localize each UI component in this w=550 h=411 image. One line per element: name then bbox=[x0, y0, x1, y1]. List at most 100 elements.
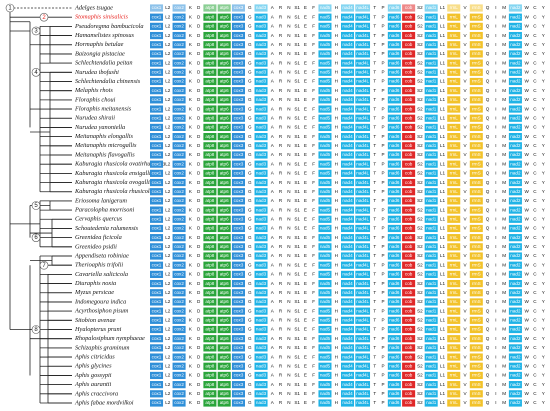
gene-block bbox=[231, 353, 245, 361]
gene-label: atp8 bbox=[205, 143, 214, 148]
gene-label: F bbox=[312, 318, 315, 323]
gene-label: T bbox=[373, 382, 376, 387]
gene-label: F bbox=[312, 244, 315, 249]
gene-block bbox=[217, 353, 231, 361]
gene-block bbox=[341, 13, 355, 21]
gene-block bbox=[254, 178, 268, 187]
gene-label: S1 bbox=[294, 345, 300, 350]
gene-label: rrnL bbox=[450, 299, 459, 304]
gene-label: R bbox=[279, 327, 283, 332]
gene-label: G bbox=[248, 5, 252, 10]
gene-label: Q bbox=[486, 42, 490, 47]
gene-label: E bbox=[304, 198, 307, 203]
gene-label: rrnS bbox=[472, 308, 481, 313]
gene-label: R bbox=[279, 60, 283, 65]
gene-block bbox=[402, 325, 416, 334]
gene-label: F bbox=[312, 51, 315, 56]
gene-label: nad2 bbox=[510, 363, 521, 368]
gene-label: H bbox=[335, 327, 338, 332]
gene-label: cox2 bbox=[174, 42, 184, 47]
gene-label: L2 bbox=[165, 60, 171, 65]
node-badge bbox=[31, 233, 41, 242]
species-name: Eriosoma lanigerum bbox=[74, 197, 127, 204]
gene-label: cox2 bbox=[174, 88, 184, 93]
gene-label: Y bbox=[542, 51, 545, 56]
gene-label: F bbox=[312, 161, 315, 166]
gene-label: L2 bbox=[165, 253, 171, 258]
gene-label: nad2 bbox=[510, 253, 521, 258]
gene-block bbox=[318, 31, 332, 40]
gene-label: T bbox=[373, 336, 376, 341]
gene-block bbox=[469, 178, 483, 187]
gene-label: E bbox=[304, 226, 307, 231]
species-name: Cavariella salicicola bbox=[75, 271, 128, 278]
gene-label: K bbox=[189, 363, 193, 368]
gene-label: T bbox=[373, 207, 376, 212]
gene-label: cox2 bbox=[174, 97, 184, 102]
gene-label: S2 bbox=[417, 327, 423, 332]
gene-label: Y bbox=[542, 180, 545, 185]
gene-label: A bbox=[271, 198, 275, 203]
gene-label: cox2 bbox=[174, 161, 184, 166]
gene-label: atp6 bbox=[220, 33, 229, 38]
gene-label: S1 bbox=[294, 382, 300, 387]
gene-block bbox=[447, 178, 461, 187]
gene-label: Q bbox=[486, 14, 490, 19]
gene-label: W bbox=[525, 106, 530, 111]
gene-label: rrnL bbox=[450, 391, 459, 396]
gene-label: nad5 bbox=[320, 207, 331, 212]
gene-label: nad4L bbox=[356, 318, 369, 323]
gene-label: rrnL bbox=[450, 143, 459, 148]
gene-block bbox=[318, 68, 332, 76]
gene-label: cob bbox=[405, 400, 413, 405]
gene-block bbox=[172, 316, 186, 324]
gene-label: nad2 bbox=[510, 152, 521, 157]
gene-label: cox3 bbox=[234, 244, 244, 249]
gene-block bbox=[469, 234, 483, 242]
gene-block bbox=[402, 178, 416, 187]
gene-label: D bbox=[197, 290, 201, 295]
gene-label: F bbox=[312, 308, 315, 313]
gene-block bbox=[424, 325, 438, 334]
gene-label: R bbox=[279, 235, 283, 240]
gene-label: nad6 bbox=[389, 115, 400, 120]
gene-block bbox=[150, 197, 164, 205]
gene-label: atp8 bbox=[205, 345, 214, 350]
gene-label: nad3 bbox=[256, 391, 267, 396]
gene-label: atp8 bbox=[205, 318, 214, 323]
gene-label: rrnL bbox=[450, 281, 459, 286]
gene-label: C bbox=[533, 281, 537, 286]
gene-block bbox=[172, 335, 186, 343]
gene-block bbox=[254, 206, 268, 214]
gene-block bbox=[341, 4, 355, 12]
gene-block bbox=[447, 4, 461, 12]
gene-label: F bbox=[312, 373, 315, 378]
gene-label: nad4 bbox=[342, 336, 353, 341]
gene-label: nad4L bbox=[356, 235, 369, 240]
gene-label: K bbox=[189, 189, 193, 194]
gene-block bbox=[203, 215, 217, 223]
gene-label: G bbox=[248, 327, 252, 332]
gene-label: nad5 bbox=[320, 299, 331, 304]
gene-label: nad1 bbox=[426, 125, 437, 130]
gene-label: M bbox=[502, 281, 506, 286]
gene-label: T bbox=[373, 272, 376, 277]
gene-block bbox=[150, 133, 164, 141]
gene-label: rrnL bbox=[450, 51, 459, 56]
gene-label: R bbox=[279, 171, 283, 176]
gene-label: L1 bbox=[440, 134, 446, 139]
node-label: 2 bbox=[42, 15, 46, 21]
gene-label: S2 bbox=[417, 161, 423, 166]
gene-label: H bbox=[335, 79, 338, 84]
gene-label: N bbox=[287, 262, 290, 267]
gene-label: D bbox=[197, 373, 201, 378]
gene-label: cob bbox=[405, 216, 413, 221]
gene-block bbox=[217, 160, 231, 168]
gene-label: D bbox=[197, 327, 201, 332]
gene-block bbox=[231, 224, 245, 233]
gene-label: C bbox=[533, 244, 537, 249]
gene-label: nad6 bbox=[389, 189, 400, 194]
gene-label: W bbox=[525, 70, 530, 75]
gene-label: nad2 bbox=[510, 281, 521, 286]
gene-block bbox=[203, 188, 217, 196]
